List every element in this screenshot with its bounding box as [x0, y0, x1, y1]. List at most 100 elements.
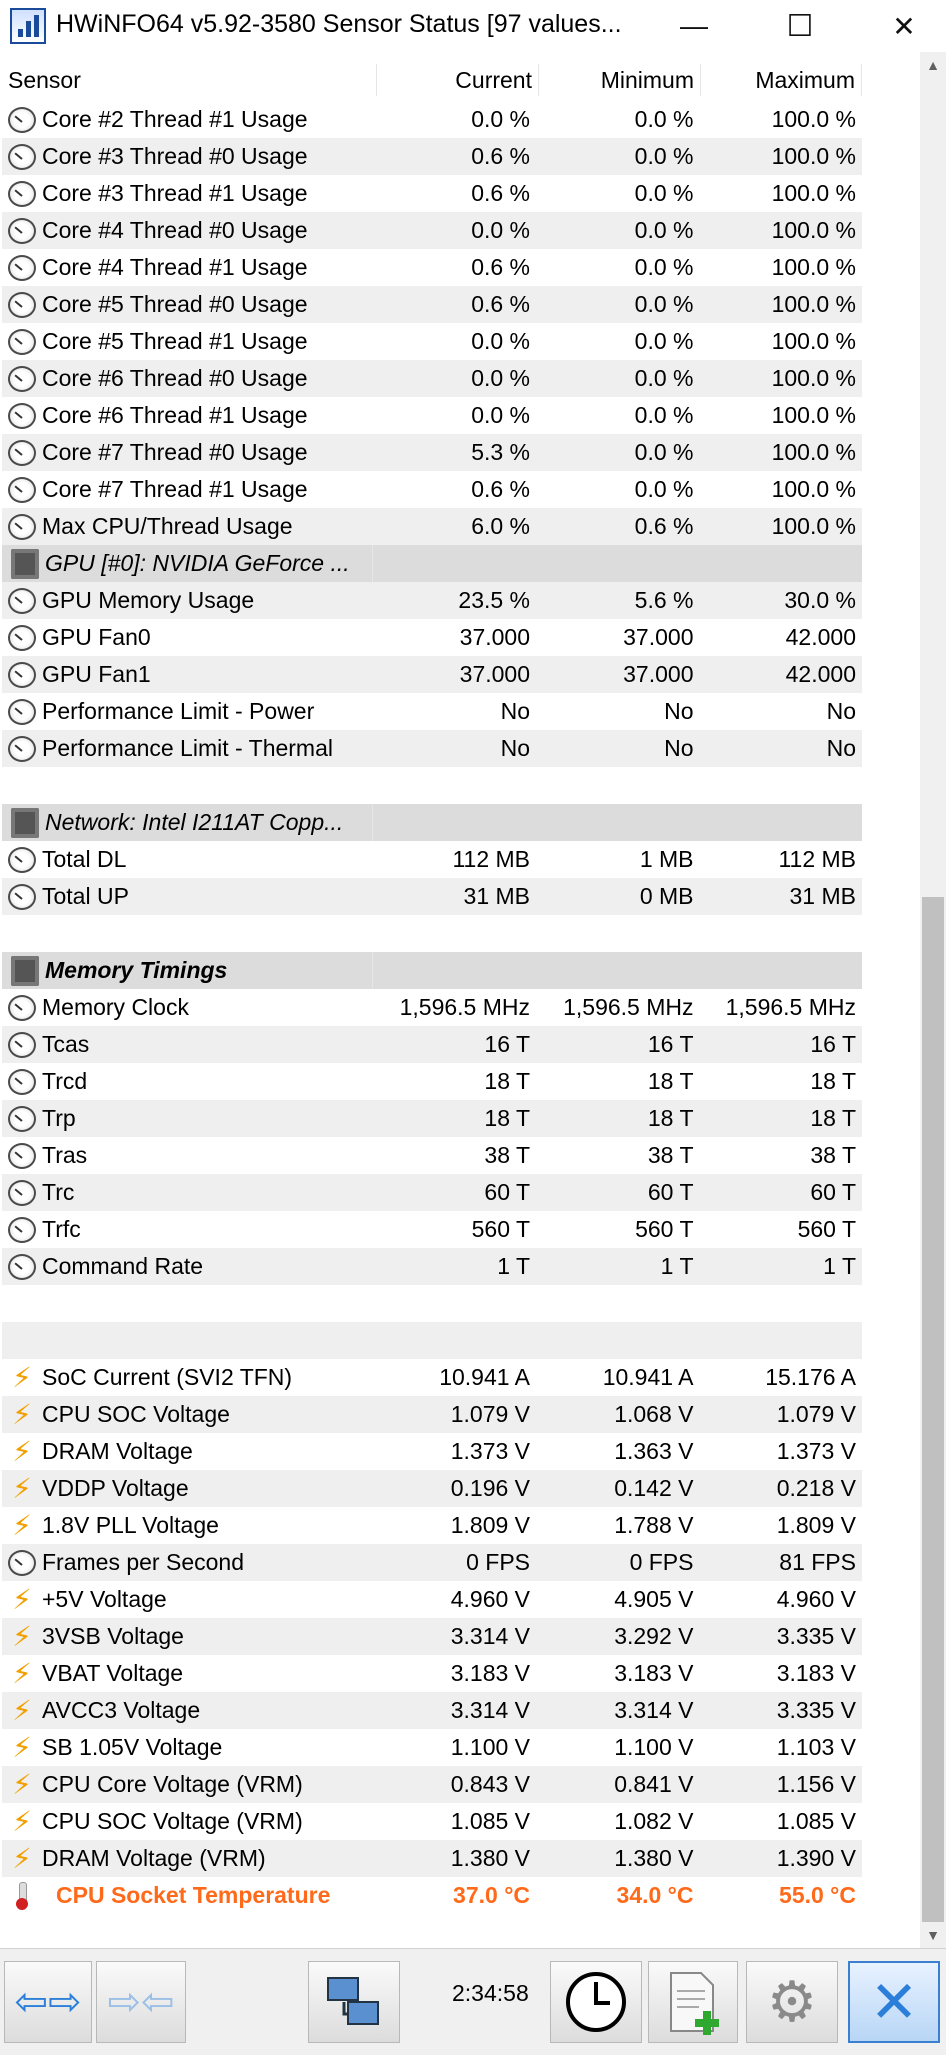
sensor-label: DRAM Voltage	[42, 1438, 193, 1464]
value-max: 100.0 %	[771, 513, 856, 539]
sensor-name-cell: Core #2 Thread #1 Usage	[2, 101, 373, 138]
nav-arrows-button[interactable]: ⇦⇨	[4, 1961, 92, 2043]
sensor-label: Tras	[42, 1142, 88, 1168]
value-min: 1.363 V	[614, 1438, 694, 1464]
sensor-label: Core #4 Thread #1 Usage	[42, 254, 308, 280]
sensor-row[interactable]: Trc 60 T 60 T 60 T	[2, 1174, 862, 1211]
bolt-icon: ⚡	[12, 1657, 32, 1689]
sensor-row[interactable]: Tras 38 T 38 T 38 T	[2, 1137, 862, 1174]
sensor-row[interactable]: Max CPU/Thread Usage 6.0 % 0.6 % 100.0 %	[2, 508, 862, 545]
sensor-row[interactable]: Core #5 Thread #0 Usage 0.6 % 0.0 % 100.0 %	[2, 286, 862, 323]
value-max: No	[826, 698, 856, 724]
header-maximum[interactable]: Maximum	[701, 64, 862, 96]
sensor-row[interactable]: Memory Clock 1,596.5 MHz 1,596.5 MHz 1,596.…	[2, 989, 862, 1026]
settings-button[interactable]: ⚙	[746, 1961, 838, 2043]
sensor-row[interactable]: Core #3 Thread #1 Usage 0.6 % 0.0 % 100.0 %	[2, 175, 862, 212]
sensor-row[interactable]: Trfc 560 T 560 T 560 T	[2, 1211, 862, 1248]
value-max: 1.156 V	[776, 1771, 856, 1797]
header-sensor[interactable]: Sensor	[2, 64, 377, 96]
value-min: 1.068 V	[614, 1401, 694, 1427]
value-max: 1.085 V	[776, 1808, 856, 1834]
sensor-row[interactable]: Performance Limit - Power No No No	[2, 693, 862, 730]
sensor-list[interactable]: Core #2 Thread #1 Usage 0.0 % 0.0 % 100.0 %…	[2, 101, 862, 1914]
sensor-group-header[interactable]: Memory Timings	[2, 952, 862, 989]
value-cur: 5.3 %	[471, 439, 531, 465]
value-max: 60 T	[810, 1179, 856, 1205]
sensor-label: 1.8V PLL Voltage	[42, 1512, 219, 1538]
value-cur: 6.0 %	[471, 513, 531, 539]
sensor-row[interactable]: ⚡ 3VSB Voltage 3.314 V 3.292 V 3.335 V	[2, 1618, 862, 1655]
sensor-row[interactable]: Core #2 Thread #1 Usage 0.0 % 0.0 % 100.0 %	[2, 101, 862, 138]
chip-icon	[11, 807, 39, 838]
hwinfo-app-icon[interactable]	[10, 8, 46, 44]
sensor-row[interactable]: ⚡ +5V Voltage 4.960 V 4.905 V 4.960 V	[2, 1581, 862, 1618]
value-min: 34.0 °C	[616, 1882, 694, 1908]
sensor-row[interactable]: ⚡ CPU Core Voltage (VRM) 0.843 V 0.841 V 1.1…	[2, 1766, 862, 1803]
scroll-down-icon[interactable]: ▼	[926, 1927, 940, 1943]
sensor-row[interactable]: Core #5 Thread #1 Usage 0.0 % 0.0 % 100.0 %	[2, 323, 862, 360]
sensor-label: Network: Intel I211AT Copp...	[45, 809, 344, 835]
sensor-row[interactable]: CPU Socket Temperature 37.0 °C 34.0 °C 55.0…	[2, 1877, 862, 1914]
timer-button[interactable]	[550, 1961, 642, 2043]
sensor-row[interactable]: GPU Fan1 37.000 37.000 42.000	[2, 656, 862, 693]
close-sensors-button[interactable]: ✕	[848, 1961, 940, 2043]
sensor-group-header[interactable]: GPU [#0]: NVIDIA GeForce ...	[2, 545, 862, 582]
sensor-label: Frames per Second	[42, 1549, 244, 1575]
sensor-label: Trp	[42, 1105, 76, 1131]
sensor-row[interactable]: Frames per Second 0 FPS 0 FPS 81 FPS	[2, 1544, 862, 1581]
sensor-row[interactable]: GPU Fan0 37.000 37.000 42.000	[2, 619, 862, 656]
value-min: 1 MB	[639, 846, 694, 872]
sensor-row[interactable]: ⚡ CPU SOC Voltage (VRM) 1.085 V 1.082 V 1.08…	[2, 1803, 862, 1840]
sensor-row[interactable]: ⚡ 1.8V PLL Voltage 1.809 V 1.788 V 1.809 V	[2, 1507, 862, 1544]
sensor-label: GPU Fan0	[42, 624, 151, 650]
sensor-row[interactable]: ⚡ AVCC3 Voltage 3.314 V 3.314 V 3.335 V	[2, 1692, 862, 1729]
report-button[interactable]	[648, 1961, 738, 2043]
gauge-icon	[8, 1179, 36, 1206]
sensor-row[interactable]: ⚡ CPU SOC Voltage 1.079 V 1.068 V 1.079 V	[2, 1396, 862, 1433]
sensor-row[interactable]: Core #4 Thread #0 Usage 0.0 % 0.0 % 100.0 %	[2, 212, 862, 249]
scrollbar-thumb[interactable]	[922, 897, 944, 1922]
sensor-row[interactable]: ⚡ DRAM Voltage (VRM) 1.380 V 1.380 V 1.390 V	[2, 1840, 862, 1877]
sensor-row[interactable]: Total DL 112 MB 1 MB 112 MB	[2, 841, 862, 878]
sensor-row[interactable]: Performance Limit - Thermal No No No	[2, 730, 862, 767]
sensor-row[interactable]: ⚡ VBAT Voltage 3.183 V 3.183 V 3.183 V	[2, 1655, 862, 1692]
close-button[interactable]: ✕	[892, 10, 916, 42]
sensor-name-cell: Trcd	[2, 1063, 373, 1100]
sensor-row[interactable]: ⚡ DRAM Voltage 1.373 V 1.363 V 1.373 V	[2, 1433, 862, 1470]
sensor-row[interactable]: Core #7 Thread #0 Usage 5.3 % 0.0 % 100.0 %	[2, 434, 862, 471]
sensor-row[interactable]: ⚡ SB 1.05V Voltage 1.100 V 1.100 V 1.103 V	[2, 1729, 862, 1766]
sensor-row[interactable]: GPU Memory Usage 23.5 % 5.6 % 30.0 %	[2, 582, 862, 619]
gauge-icon	[8, 587, 36, 614]
network-button[interactable]	[308, 1961, 400, 2043]
sensor-row[interactable]: ⚡ SoC Current (SVI2 TFN) 10.941 A 10.941 A 1…	[2, 1359, 862, 1396]
sensor-row[interactable]: Total UP 31 MB 0 MB 31 MB	[2, 878, 862, 915]
sensor-name-cell: Trc	[2, 1174, 373, 1211]
scroll-up-icon[interactable]: ▲	[926, 57, 940, 73]
sensor-row[interactable]: Core #6 Thread #0 Usage 0.0 % 0.0 % 100.0 %	[2, 360, 862, 397]
sensor-name-cell: ⚡ SB 1.05V Voltage	[2, 1729, 373, 1766]
maximize-button[interactable]: ☐	[786, 9, 814, 43]
value-min: No	[664, 735, 694, 761]
header-minimum[interactable]: Minimum	[539, 64, 701, 96]
sensor-row[interactable]: Core #3 Thread #0 Usage 0.6 % 0.0 % 100.0 %	[2, 138, 862, 175]
vertical-scrollbar[interactable]: ▲ ▼	[920, 52, 946, 1948]
collapse-arrows-button[interactable]: ⇨⇦	[96, 1961, 186, 2043]
sensor-row[interactable]: Core #4 Thread #1 Usage 0.6 % 0.0 % 100.0 %	[2, 249, 862, 286]
value-max: 3.335 V	[776, 1623, 856, 1649]
sensor-row[interactable]: Tcas 16 T 16 T 16 T	[2, 1026, 862, 1063]
sensor-group-header[interactable]: Network: Intel I211AT Copp...	[2, 804, 862, 841]
minimize-button[interactable]: —	[680, 10, 708, 41]
sensor-row[interactable]: Trcd 18 T 18 T 18 T	[2, 1063, 862, 1100]
value-cur: 3.183 V	[450, 1660, 531, 1686]
sensor-label: Total DL	[42, 846, 127, 872]
sensor-row[interactable]: ⚡ VDDP Voltage 0.196 V 0.142 V 0.218 V	[2, 1470, 862, 1507]
header-current[interactable]: Current	[377, 64, 539, 96]
sensor-row[interactable]: Core #7 Thread #1 Usage 0.6 % 0.0 % 100.0 %	[2, 471, 862, 508]
sensor-row[interactable]: Command Rate 1 T 1 T 1 T	[2, 1248, 862, 1285]
bolt-icon: ⚡	[12, 1620, 32, 1652]
sensor-name-cell: ⚡ 3VSB Voltage	[2, 1618, 373, 1655]
gauge-icon	[8, 661, 36, 688]
sensor-row[interactable]: Core #6 Thread #1 Usage 0.0 % 0.0 % 100.0 %	[2, 397, 862, 434]
value-cur: 1,596.5 MHz	[399, 994, 531, 1020]
sensor-row[interactable]: Trp 18 T 18 T 18 T	[2, 1100, 862, 1137]
